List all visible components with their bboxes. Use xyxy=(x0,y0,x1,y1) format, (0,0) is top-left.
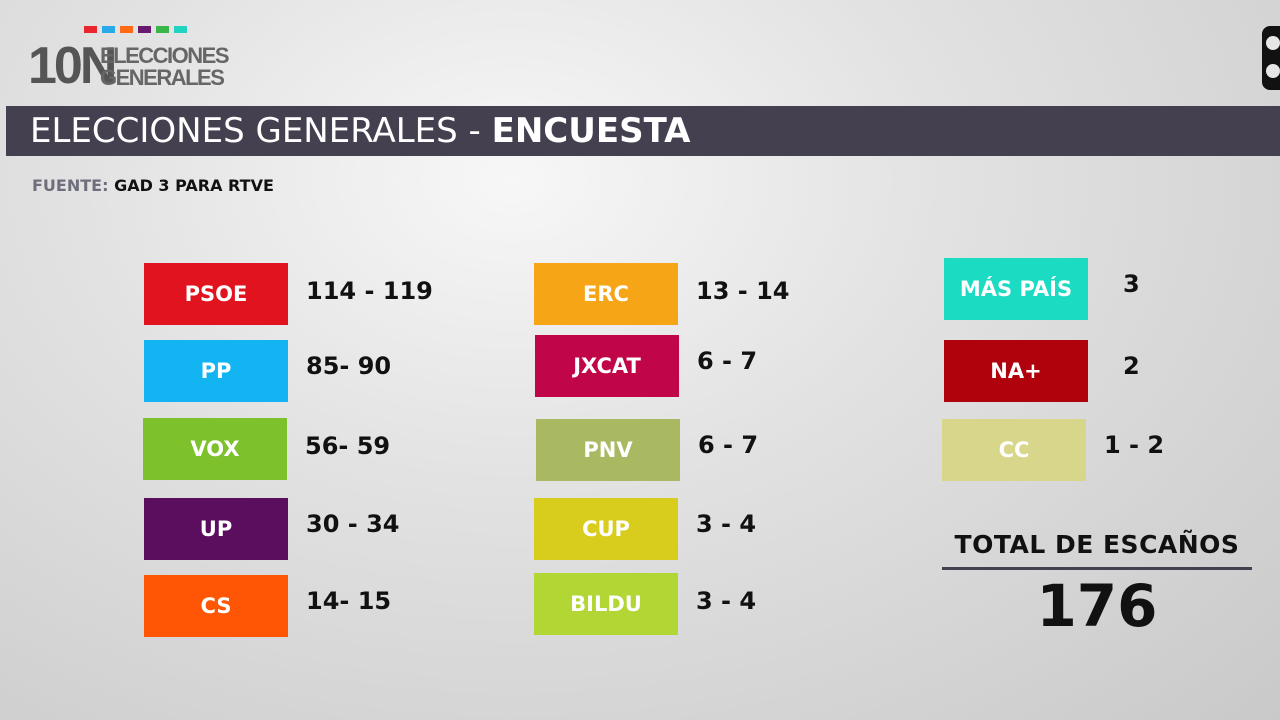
party-name: BILDU xyxy=(570,592,642,616)
party-name: CS xyxy=(200,594,232,618)
logo-bar xyxy=(138,26,151,33)
logo-bar xyxy=(156,26,169,33)
party-name: ERC xyxy=(583,282,629,306)
party-chip: MÁS PAÍS xyxy=(944,258,1088,320)
party-seats: 30 - 34 xyxy=(306,510,400,538)
party-seats: 1 - 2 xyxy=(1104,431,1165,459)
party-name: VOX xyxy=(190,437,240,461)
party-name: JXCAT xyxy=(573,354,641,378)
total-seats-value: 176 xyxy=(1036,572,1158,640)
party-chip: PNV xyxy=(536,419,680,481)
party-seats: 14- 15 xyxy=(306,587,392,615)
party-seats: 56- 59 xyxy=(305,432,391,460)
title-band: ELECCIONES GENERALES - ENCUESTA xyxy=(6,106,1280,156)
party-name: CUP xyxy=(582,517,630,541)
party-seats: 114 - 119 xyxy=(306,277,433,305)
party-chip: PP xyxy=(144,340,288,402)
party-chip: VOX xyxy=(143,418,287,480)
party-seats: 85- 90 xyxy=(306,352,392,380)
title-regular: ELECCIONES GENERALES - xyxy=(30,111,492,151)
party-chip: UP xyxy=(144,498,288,560)
logo-bar xyxy=(102,26,115,33)
party-name: PNV xyxy=(583,438,633,462)
party-name: PP xyxy=(200,359,232,383)
party-chip: ERC xyxy=(534,263,678,325)
party-chip: NA+ xyxy=(944,340,1088,402)
party-chip: CC xyxy=(942,419,1086,481)
party-chip: BILDU xyxy=(534,573,678,635)
source-value: GAD 3 PARA RTVE xyxy=(114,176,274,195)
party-name: NA+ xyxy=(990,359,1042,383)
party-name: PSOE xyxy=(184,282,248,306)
source-label: FUENTE: xyxy=(32,176,115,195)
party-chip: CUP xyxy=(534,498,678,560)
party-chip: PSOE xyxy=(144,263,288,325)
party-chip: JXCAT xyxy=(535,335,679,397)
party-seats: 3 - 4 xyxy=(696,510,757,538)
party-seats: 3 - 4 xyxy=(696,587,757,615)
party-seats: 13 - 14 xyxy=(696,277,790,305)
party-name: MÁS PAÍS xyxy=(959,277,1073,301)
election-logo: 10N ELECCIONES GENERALES xyxy=(28,26,230,98)
broadcaster-logo-icon xyxy=(1262,26,1280,90)
party-seats: 2 xyxy=(1123,352,1140,380)
party-name: CC xyxy=(998,438,1030,462)
party-seats: 3 xyxy=(1123,270,1140,298)
party-seats: 6 - 7 xyxy=(697,347,758,375)
party-seats: 6 - 7 xyxy=(698,431,759,459)
party-chip: CS xyxy=(144,575,288,637)
party-name: UP xyxy=(199,517,233,541)
logo-line-2: GENERALES xyxy=(100,65,225,90)
logo-bar xyxy=(84,26,97,33)
logo-color-bars xyxy=(84,26,192,33)
logo-bar xyxy=(120,26,133,33)
logo-bar xyxy=(174,26,187,33)
total-seats-label: TOTAL DE ESCAÑOS xyxy=(954,530,1240,559)
total-divider xyxy=(942,567,1252,570)
title-bold: ENCUESTA xyxy=(491,111,691,151)
logo-line-1: ELECCIONES xyxy=(100,43,230,68)
logo-text: ELECCIONES GENERALES xyxy=(100,43,230,90)
logo-number: 10N xyxy=(28,37,117,95)
source-line: FUENTE: GAD 3 PARA RTVE xyxy=(32,176,274,195)
